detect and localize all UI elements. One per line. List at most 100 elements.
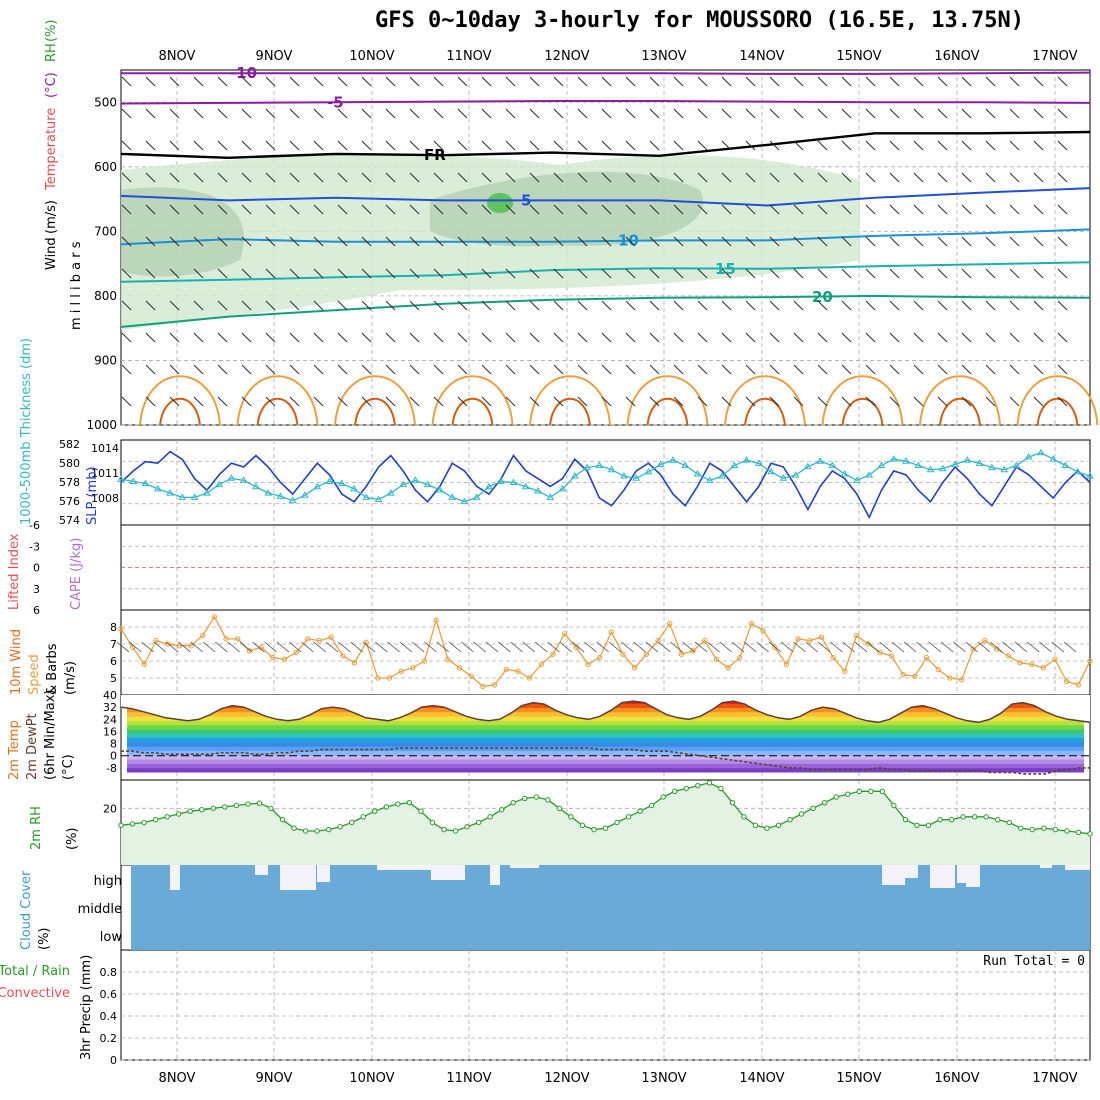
wind-barb [793,364,804,375]
wind-barb [649,140,660,151]
ylabel-left: 1000-500mb Thickness (dm) [19,338,34,525]
wind-barb [265,204,276,215]
wind-barb [961,108,972,119]
thickness-marker [436,485,444,493]
wind-barb [385,172,396,183]
rh2m-marker [752,822,759,829]
rh2m-marker [1064,828,1070,834]
wind-barb [601,140,612,151]
date-label-bottom: 17NOV [1032,1071,1077,1086]
thickness-marker [288,496,297,504]
wind-barb [265,300,276,311]
rh2m-marker [625,814,632,820]
slp-ylabel-right: SLP (mb) [85,466,100,525]
isotherm-line [121,71,1091,75]
wind-speed-marker [305,636,311,642]
wind-barb [817,140,828,151]
wind-barb [793,641,806,653]
thickness-marker [742,456,751,463]
orange-contour [256,397,299,426]
wind-barb [649,108,660,119]
wind-barb [1014,641,1028,653]
ylabel-part: Speed [27,654,42,695]
wind-barb [793,396,804,407]
wind-barb [961,236,972,247]
wind-barb [313,172,324,183]
isotherm-label: FR [424,146,446,164]
wind-barb [193,332,204,343]
cloud-gap [957,865,966,883]
wind-barb [1033,332,1044,343]
wind-barb [633,641,646,653]
wind-speed-marker [853,632,860,639]
tick-label: 3 [33,583,40,596]
wind-barb [433,300,444,311]
rh2m-marker [764,825,770,831]
cloud-gap [255,865,268,875]
wind-barb [913,332,924,343]
wind-barb [719,641,732,653]
wind-barb [313,76,324,87]
wind-barb [745,332,756,343]
wind-barb [889,76,900,87]
wind-barb [217,364,228,375]
wind-barb [721,236,732,247]
wind-barb [985,332,996,343]
wind-barb [169,204,180,215]
wind-barb [769,204,780,215]
wind-barb [457,364,468,375]
orange-contour [431,375,514,426]
wind-barb [913,364,924,375]
wind-barb [129,641,142,653]
wind-speed-marker [211,614,218,620]
wind-barb [301,641,314,653]
wind-barb [841,204,852,215]
wind-barb [817,332,828,343]
wind-barb [193,172,204,183]
wind-barb [289,332,300,343]
wind-barb [769,268,780,279]
wind-barb [985,236,996,247]
wind-barb [1009,332,1020,343]
wind-barb [961,300,972,311]
wind-barb [625,140,636,151]
rh2m-marker [429,819,436,826]
wind-barb [457,268,468,279]
wind-barb [289,364,300,375]
cloud-gap [1065,865,1090,870]
wind-barb [841,300,852,311]
wind-speed-marker [503,666,509,673]
wind-barb [313,332,324,343]
temp-ylabel: 2m DewPt [25,713,40,780]
wind-speed-marker [818,634,825,640]
wind-barb [601,396,612,407]
wind-barb [889,268,900,279]
tick-label: 0.4 [100,1010,118,1023]
date-label-top: 10NOV [349,49,394,64]
wind-barb [625,204,636,215]
wind-barb [1057,268,1068,279]
rh2m-marker [683,785,689,792]
wind-barb [793,108,804,119]
wind-barb [559,641,573,653]
wind-barb [865,172,876,183]
rh2m-marker [545,797,551,803]
wind-ylabel: (m/s) [63,661,78,695]
wind-barb [913,204,924,215]
wind-barb [961,76,972,87]
wind-barb [769,396,780,407]
rh2m-marker [579,822,586,829]
orange-contour [236,375,319,426]
wind-barb [817,300,828,311]
wind-barb [505,332,516,343]
orange-contour [1016,375,1099,426]
wind-barb [577,172,588,183]
wind-barb [350,641,363,653]
rh2m-marker [452,828,459,834]
wind-barb [682,641,696,653]
wind-barb [217,332,228,343]
wind-barb [553,204,564,215]
wind-barb [265,140,276,151]
wind-barb [697,364,708,375]
wind-speed-marker [970,646,976,652]
